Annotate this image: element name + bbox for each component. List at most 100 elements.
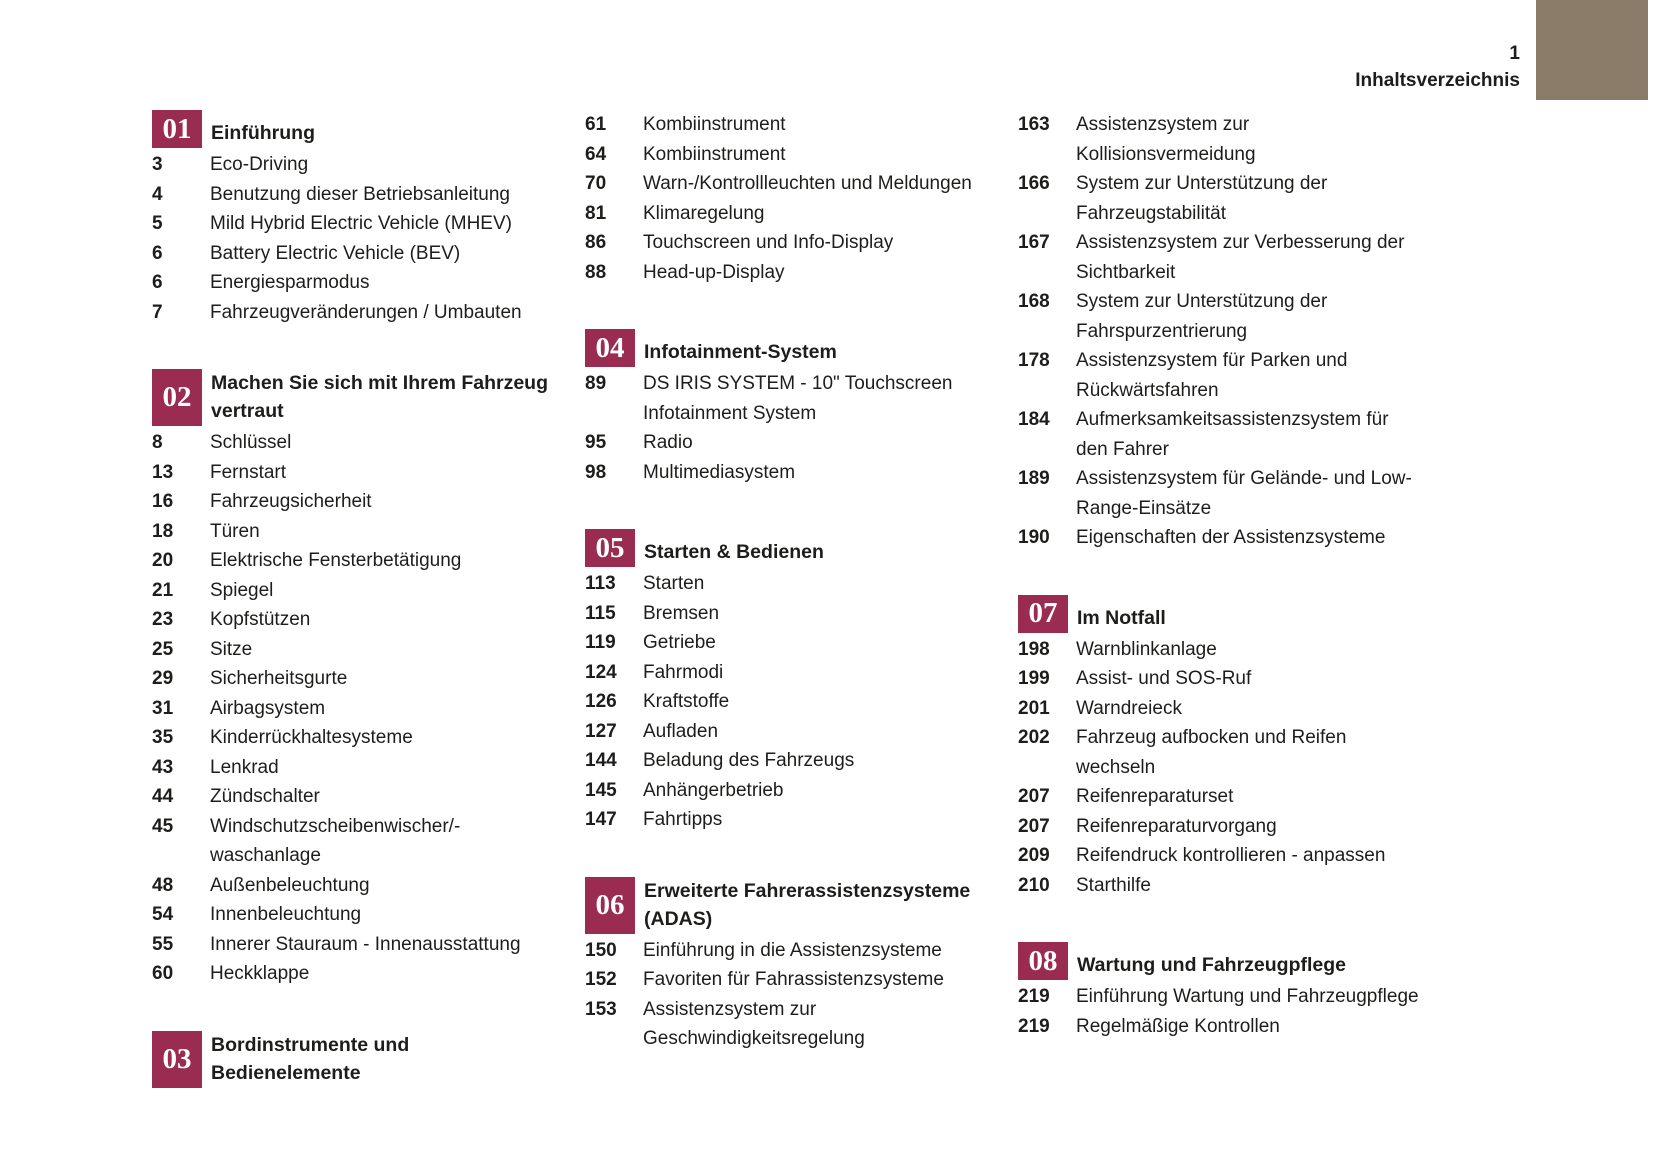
- toc-entry-page-number: 95: [585, 432, 607, 453]
- chapter-title: Starten & Bedienen: [644, 541, 824, 563]
- toc-entry-title: Assistenzsystem zur Verbesserung der Sic…: [1076, 232, 1405, 283]
- toc-entry-page-number: 13: [152, 461, 174, 483]
- chapter-title: Wartung und Fahrzeugpflege: [1077, 954, 1347, 976]
- chapter-item-list: 8 Schlüssel 13 Fernstart 16 Fahrzeugsich…: [152, 428, 557, 989]
- toc-entry: 61 Kombiinstrument: [585, 110, 1015, 140]
- toc-entry: 219 Regelmäßige Kontrollen: [1018, 1012, 1496, 1042]
- toc-entry: 168 System zur Unterstützung der Fahrspu…: [1018, 287, 1496, 346]
- chapter-number: 02: [162, 381, 192, 413]
- toc-entry-page-number: 202: [1018, 727, 1050, 748]
- toc-entry-title: Favoriten für Fahrassistenzsysteme: [643, 969, 944, 990]
- toc-entry-page-number: 190: [1018, 527, 1050, 548]
- toc-entry-page-number: 184: [1018, 409, 1050, 430]
- toc-column-right: 163 Assistenzsystem zur Kollisionsvermei…: [1018, 110, 1496, 1041]
- toc-entry-page-number: 25: [152, 638, 174, 660]
- chapter-item-list: 61 Kombiinstrument 64 Kombiinstrument 70…: [585, 110, 1015, 287]
- toc-entry: 35 Kinderrückhaltesysteme: [152, 723, 557, 753]
- toc-entry: 31 Airbagsystem: [152, 694, 557, 724]
- chapter-item-list: 219 Einführung Wartung und Fahrzeugpfleg…: [1018, 982, 1496, 1041]
- toc-section: 05 Starten & Bedienen 113 Starten 115 Br…: [585, 529, 1015, 835]
- toc-entry: 113 Starten: [585, 569, 1015, 599]
- toc-entry-title: Windschutzscheibenwischer/- waschanlage: [210, 815, 461, 867]
- toc-entry: 23 Kopfstützen: [152, 605, 557, 635]
- toc-entry-page-number: 7: [152, 301, 163, 323]
- toc-entry-title: Reifenreparaturset: [1076, 786, 1234, 807]
- toc-entry-title: Warn-/Kontrollleuchten und Meldungen: [643, 173, 972, 194]
- toc-entry-page-number: 60: [152, 963, 174, 984]
- toc-entry-page-number: 6: [152, 272, 163, 293]
- toc-entry-title: Multimediasystem: [643, 461, 796, 483]
- toc-entry-title: Einführung in die Assistenzsysteme: [643, 939, 942, 961]
- toc-entry: 45 Windschutzscheibenwischer/- waschanla…: [152, 812, 557, 871]
- toc-entry-title: Warndreieck: [1076, 697, 1182, 719]
- toc-entry-page-number: 115: [585, 602, 616, 624]
- toc-entry-page-number: 199: [1018, 668, 1050, 689]
- toc-section: 01 Einführung 3 Eco-Driving 4 Benutzung …: [152, 110, 557, 327]
- page-number: 1: [1509, 43, 1520, 64]
- toc-entry-page-number: 54: [152, 904, 174, 925]
- toc-entry-title: Starthilfe: [1076, 874, 1151, 896]
- toc-entry-title: Battery Electric Vehicle (BEV): [210, 242, 461, 264]
- chapter-header: 08 Wartung und Fahrzeugpflege: [1018, 942, 1496, 980]
- toc-entry: 199 Assist- und SOS-Ruf: [1018, 664, 1496, 694]
- chapter-header: 05 Starten & Bedienen: [585, 529, 1015, 567]
- toc-entry: 115 Bremsen: [585, 599, 1015, 629]
- toc-entry-title: Fahrtipps: [643, 809, 723, 830]
- toc-entry: 25 Sitze: [152, 635, 557, 665]
- toc-entry-page-number: 31: [152, 697, 174, 719]
- toc-entry: 98 Multimediasystem: [585, 458, 1015, 488]
- toc-entry-page-number: 16: [152, 491, 174, 512]
- toc-entry-page-number: 168: [1018, 291, 1050, 312]
- chapter-item-list: 89 DS IRIS SYSTEM - 10" Touchscreen Info…: [585, 369, 1015, 487]
- toc-column-left: 01 Einführung 3 Eco-Driving 4 Benutzung …: [152, 110, 557, 1090]
- toc-entry-page-number: 55: [152, 933, 174, 955]
- toc-entry: 152 Favoriten für Fahrassistenzsysteme: [585, 965, 1015, 995]
- toc-entry: 20 Elektrische Fensterbetätigung: [152, 546, 557, 576]
- toc-entry: 119 Getriebe: [585, 628, 1015, 658]
- toc-column-middle: 61 Kombiinstrument 64 Kombiinstrument 70…: [585, 110, 1015, 1054]
- toc-entry-page-number: 3: [152, 154, 163, 175]
- toc-entry-page-number: 124: [585, 661, 617, 683]
- chapter-number-box: 08: [1018, 942, 1068, 980]
- toc-entry: 219 Einführung Wartung und Fahrzeugpfleg…: [1018, 982, 1496, 1012]
- toc-entry: 147 Fahrtipps: [585, 805, 1015, 835]
- toc-entry-page-number: 20: [152, 550, 174, 571]
- toc-entry-page-number: 88: [585, 261, 607, 283]
- chapter-title: Infotainment-System: [644, 341, 837, 363]
- toc-entry-page-number: 48: [152, 874, 174, 896]
- toc-entry-page-number: 153: [585, 998, 617, 1020]
- toc-entry: 16 Fahrzeugsicherheit: [152, 487, 557, 517]
- toc-entry-title: Fahrzeugsicherheit: [210, 491, 372, 512]
- chapter-number: 05: [595, 531, 625, 564]
- toc-entry-title: Eco-Driving: [210, 154, 309, 175]
- toc-entry-page-number: 126: [585, 691, 617, 712]
- toc-entry-title: System zur Unterstützung der Fahrspurzen…: [1076, 291, 1328, 342]
- chapter-header: 02 Machen Sie sich mit Ihrem Fahrzeug ve…: [152, 369, 557, 426]
- toc-section: 02 Machen Sie sich mit Ihrem Fahrzeug ve…: [152, 369, 557, 989]
- toc-entry-page-number: 44: [152, 786, 174, 807]
- toc-entry-page-number: 8: [152, 432, 163, 453]
- chapter-number-box: 05: [585, 529, 635, 567]
- toc-entry-title: Getriebe: [643, 632, 716, 653]
- toc-section: 04 Infotainment-System 89 DS IRIS SYSTEM…: [585, 329, 1015, 487]
- toc-entry: 70 Warn-/Kontrollleuchten und Meldungen: [585, 169, 1015, 199]
- toc-entry-page-number: 6: [152, 242, 163, 264]
- toc-entry-title: Bremsen: [643, 602, 720, 624]
- toc-entry-title: Benutzung dieser Betriebsanleitung: [210, 183, 510, 205]
- toc-entry-page-number: 61: [585, 114, 607, 135]
- chapter-number: 07: [1028, 597, 1058, 629]
- toc-entry-title: Airbagsystem: [210, 697, 326, 719]
- toc-section: 08 Wartung und Fahrzeugpflege 219 Einfüh…: [1018, 942, 1496, 1041]
- toc-entry-page-number: 150: [585, 939, 617, 961]
- chapter-title: Im Notfall: [1077, 606, 1166, 629]
- toc-entry-title: Assist- und SOS-Ruf: [1076, 668, 1252, 689]
- toc-entry-title: Mild Hybrid Electric Vehicle (MHEV): [210, 213, 512, 234]
- chapter-title: Einführung: [211, 122, 315, 144]
- toc-entry-title: Anhängerbetrieb: [643, 779, 784, 801]
- toc-entry-title: Aufmerksamkeitsassistenzsystem für den F…: [1076, 409, 1389, 460]
- toc-entry: 198 Warnblinkanlage: [1018, 635, 1496, 665]
- toc-entry-page-number: 166: [1018, 173, 1050, 194]
- toc-entry-page-number: 21: [152, 579, 174, 601]
- toc-entry: 201 Warndreieck: [1018, 694, 1496, 724]
